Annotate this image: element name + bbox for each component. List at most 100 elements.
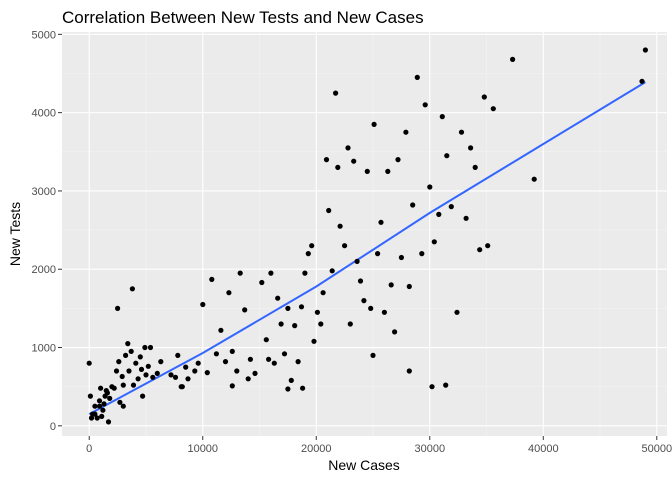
data-point xyxy=(398,254,404,261)
data-point xyxy=(364,168,370,174)
data-point xyxy=(361,298,367,304)
data-point xyxy=(142,344,148,351)
data-point xyxy=(116,359,122,365)
data-point xyxy=(531,176,537,182)
data-point xyxy=(454,309,460,315)
data-point xyxy=(375,251,381,257)
data-point xyxy=(105,419,112,425)
data-point xyxy=(268,270,274,276)
data-point xyxy=(472,164,478,170)
data-point xyxy=(158,359,164,365)
data-point xyxy=(137,354,143,360)
data-point xyxy=(209,276,215,282)
data-point xyxy=(175,352,181,358)
data-point xyxy=(242,307,248,313)
data-point xyxy=(120,403,126,409)
data-point xyxy=(185,376,191,382)
data-point xyxy=(125,341,131,347)
data-point xyxy=(300,385,306,391)
data-point xyxy=(278,321,284,327)
data-point xyxy=(490,106,496,112)
data-point xyxy=(406,283,412,290)
data-point xyxy=(422,102,428,108)
data-point xyxy=(213,351,219,357)
data-point xyxy=(98,385,104,391)
data-point xyxy=(234,368,240,374)
data-point xyxy=(92,403,98,409)
data-point xyxy=(218,327,224,333)
data-point xyxy=(100,407,106,413)
data-point xyxy=(429,384,435,390)
data-point xyxy=(120,382,126,388)
data-point xyxy=(168,372,174,378)
x-tick-label: 10000 xyxy=(187,443,218,455)
data-point xyxy=(406,368,412,374)
data-point xyxy=(237,270,243,276)
trend-line-group xyxy=(88,81,646,415)
data-point xyxy=(309,243,315,249)
data-point xyxy=(259,279,265,286)
data-point xyxy=(481,94,487,100)
data-point xyxy=(354,258,360,264)
data-point xyxy=(347,321,353,327)
data-point xyxy=(192,368,198,374)
data-point xyxy=(229,383,235,389)
data-point xyxy=(281,351,288,357)
y-axis-ticks: 0 1000 2000 3000 4000 5000 xyxy=(32,29,62,433)
data-point xyxy=(329,268,335,274)
data-point xyxy=(96,403,103,409)
trend-line xyxy=(88,81,646,415)
data-point xyxy=(138,366,145,372)
data-point xyxy=(92,411,98,417)
data-point xyxy=(87,393,93,399)
grid-lines xyxy=(62,32,667,436)
data-point xyxy=(117,399,123,405)
data-point xyxy=(183,364,189,370)
data-point xyxy=(333,90,339,96)
data-point xyxy=(195,360,201,366)
data-point xyxy=(101,401,107,407)
data-point xyxy=(129,286,135,292)
data-point xyxy=(357,278,364,284)
data-point xyxy=(444,153,450,159)
data-point xyxy=(119,373,125,380)
data-point xyxy=(337,223,343,229)
data-point xyxy=(427,184,433,190)
data-point xyxy=(133,360,139,366)
data-point xyxy=(247,356,253,362)
data-point xyxy=(443,382,449,388)
data-point xyxy=(86,360,92,366)
data-point xyxy=(326,207,332,214)
data-point xyxy=(342,243,348,249)
data-point xyxy=(448,204,454,210)
data-point xyxy=(200,301,206,308)
data-point xyxy=(285,386,291,392)
data-point xyxy=(113,368,120,374)
data-point xyxy=(154,370,160,376)
x-axis-ticks: 0 10000 20000 30000 40000 50000 xyxy=(86,436,672,455)
data-point xyxy=(107,395,113,401)
data-point xyxy=(311,338,317,344)
data-point xyxy=(99,413,105,419)
data-point xyxy=(229,348,235,354)
data-point xyxy=(126,368,132,374)
data-point xyxy=(314,309,320,315)
data-point xyxy=(431,239,437,245)
data-point xyxy=(252,370,258,376)
data-point xyxy=(178,384,184,390)
data-point xyxy=(439,114,445,120)
data-point xyxy=(395,157,401,163)
data-point xyxy=(111,385,117,391)
x-tick-label: 0 xyxy=(86,443,92,455)
data-point xyxy=(135,376,141,382)
data-point xyxy=(275,295,281,301)
data-point xyxy=(639,78,645,84)
data-point xyxy=(468,145,474,151)
x-tick-label: 30000 xyxy=(414,443,445,455)
y-tick-label: 2000 xyxy=(32,264,56,276)
data-point xyxy=(222,359,229,365)
data-point xyxy=(403,129,409,135)
data-point xyxy=(335,164,341,170)
data-point xyxy=(351,158,357,164)
